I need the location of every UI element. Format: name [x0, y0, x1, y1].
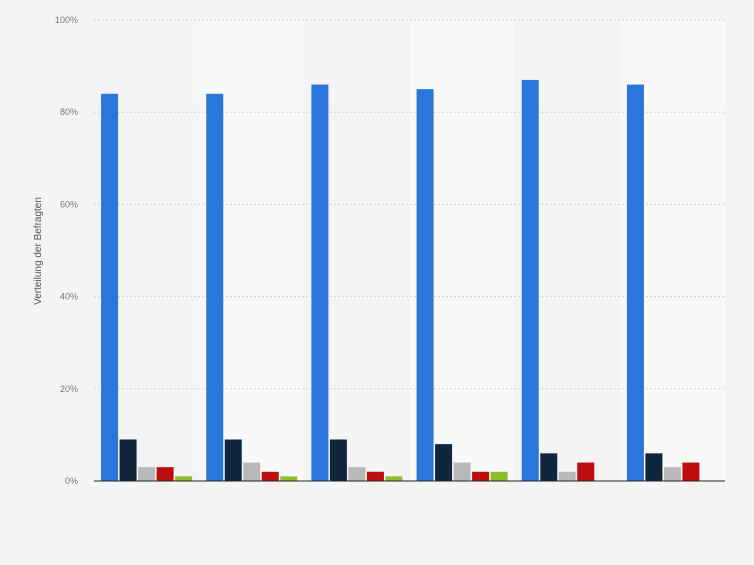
bar-series-4-group-1[interactable] — [156, 467, 174, 481]
bar-series-5-group-2[interactable] — [280, 476, 298, 481]
y-tick-label: 40% — [60, 292, 78, 302]
y-tick-label: 60% — [60, 199, 78, 209]
y-axis-label: Verteilung der Befragten — [33, 197, 44, 305]
bar-series-2-group-1[interactable] — [119, 439, 137, 481]
bar-series-1-group-6[interactable] — [626, 84, 644, 481]
bar-series-1-group-3[interactable] — [311, 84, 329, 481]
y-tick-labels: 0% 20% 40% 60% 80% 100% — [55, 15, 78, 486]
bar-series-3-group-6[interactable] — [663, 467, 681, 481]
bar-series-1-group-1[interactable] — [101, 93, 119, 481]
y-tick-label: 100% — [55, 15, 78, 25]
y-tick-label: 20% — [60, 384, 78, 394]
bar-series-1-group-4[interactable] — [416, 89, 434, 482]
bar-series-3-group-1[interactable] — [138, 467, 156, 481]
y-tick-label: 0% — [65, 476, 78, 486]
bar-series-3-group-2[interactable] — [243, 462, 261, 481]
bar-series-4-group-2[interactable] — [261, 471, 279, 481]
bar-series-3-group-5[interactable] — [558, 471, 576, 481]
bar-series-4-group-5[interactable] — [577, 462, 595, 481]
bar-series-3-group-3[interactable] — [348, 467, 366, 481]
y-tick-label: 80% — [60, 107, 78, 117]
bar-series-5-group-1[interactable] — [175, 476, 193, 481]
bar-series-1-group-5[interactable] — [521, 79, 539, 482]
bar-series-4-group-3[interactable] — [366, 471, 384, 481]
bar-series-2-group-5[interactable] — [540, 453, 558, 481]
bar-series-5-group-4[interactable] — [490, 471, 508, 481]
bar-series-3-group-4[interactable] — [453, 462, 471, 481]
bar-series-4-group-4[interactable] — [472, 471, 490, 481]
gridlines — [94, 19, 725, 390]
bar-series-2-group-3[interactable] — [329, 439, 347, 481]
bar-series-2-group-6[interactable] — [645, 453, 663, 481]
bar-series-1-group-2[interactable] — [206, 93, 224, 481]
bars — [101, 79, 700, 482]
bar-series-2-group-2[interactable] — [224, 439, 242, 481]
bar-series-2-group-4[interactable] — [435, 444, 453, 481]
bar-series-5-group-3[interactable] — [385, 476, 403, 481]
bar-series-4-group-6[interactable] — [682, 462, 700, 481]
